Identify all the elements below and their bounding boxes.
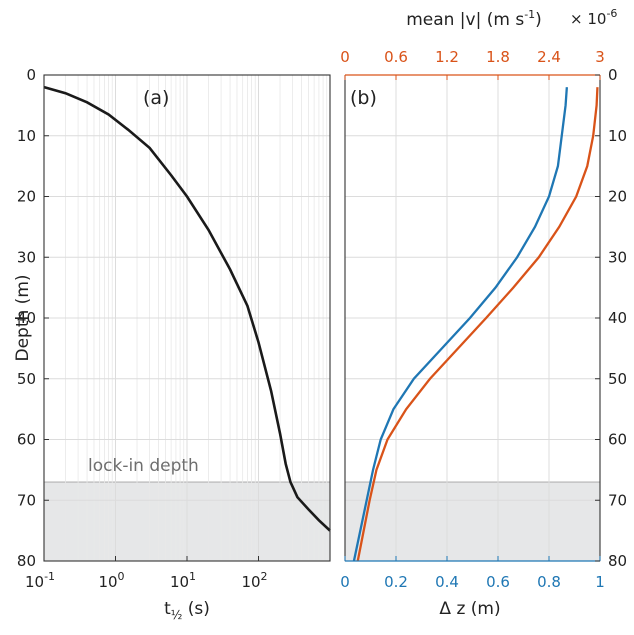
panel-b-top-tick-label: 2.4 <box>537 48 561 66</box>
panel-a-y-tick-label: 70 <box>17 491 36 509</box>
panel-b-y-tick-label: 60 <box>608 431 627 449</box>
panel-b-top-tick-label: 0.6 <box>384 48 408 66</box>
panel-b-x-tick-label: 0.6 <box>486 573 510 591</box>
panel-a-x-axis-label: t½ (s) <box>164 599 210 622</box>
panel-b-bottom-ticks: 0 0.2 0.4 0.6 0.8 1 <box>340 556 605 591</box>
panel-b-y-tick-label: 20 <box>608 188 627 206</box>
panel-a-y-tick-label: 40 <box>17 309 36 327</box>
panel-a-y-ticks: 0 10 20 30 40 50 60 70 80 <box>17 66 49 570</box>
panel-b-y-tick-label: 30 <box>608 248 627 266</box>
panel-b-top-tick-label: 0 <box>340 48 350 66</box>
panel-b-y-tick-label: 80 <box>608 552 627 570</box>
panel-b-x-tick-label: 0.8 <box>537 573 561 591</box>
panel-b-x-tick-label: 0 <box>340 573 350 591</box>
panel-a-series-line <box>43 85 331 532</box>
panel-b: 0 0.2 0.4 0.6 0.8 1 0 0.6 1.2 1.8 2.4 3 0 10 20 30 40 5… <box>340 7 627 619</box>
panel-b-top-tick-label: 3 <box>595 48 605 66</box>
panel-b-top-ticks: 0 0.6 1.2 1.8 2.4 3 <box>340 48 605 80</box>
panel-b-series-line-bottom <box>352 87 568 562</box>
panel-a: 10-1 100 101 102 0 10 20 30 40 50 60 70 80 (a) lock… <box>13 66 331 622</box>
panel-a-label: (a) <box>143 87 169 109</box>
panel-b-y-tick-label: 0 <box>608 66 618 84</box>
panel-b-right-ticks: 0 10 20 30 40 50 60 70 80 <box>595 66 627 570</box>
panel-b-y-tick-label: 10 <box>608 127 627 145</box>
panel-a-y-tick-label: 20 <box>17 188 36 206</box>
panel-a-y-tick-label: 10 <box>17 127 36 145</box>
panel-b-y-tick-label: 50 <box>608 370 627 388</box>
panel-b-label: (b) <box>350 87 377 109</box>
panel-a-y-tick-label: 50 <box>17 370 36 388</box>
panel-a-y-tick-label: 0 <box>26 66 36 84</box>
panel-a-grid <box>43 74 330 562</box>
panel-b-x-axis-label: Δ z (m) <box>439 599 500 619</box>
panel-a-y-tick-label: 60 <box>17 431 36 449</box>
panel-b-x-tick-label: 0.2 <box>384 573 408 591</box>
panel-b-series <box>352 87 599 562</box>
panel-b-x-tick-label: 0.4 <box>435 573 459 591</box>
panel-b-top-tick-label: 1.2 <box>435 48 459 66</box>
panel-a-x-tick-label: 10-1 <box>25 570 55 591</box>
panel-b-top-tick-label: 1.8 <box>486 48 510 66</box>
panel-b-lock-in-region <box>344 481 601 562</box>
panel-b-top-axis-multiplier: × 10-6 <box>570 7 617 28</box>
panel-a-x-tick-label: 102 <box>241 570 267 591</box>
panel-b-y-tick-label: 70 <box>608 491 627 509</box>
panel-a-y-tick-label: 80 <box>17 552 36 570</box>
panel-a-y-tick-label: 30 <box>17 248 36 266</box>
panel-a-x-tick-label: 100 <box>98 570 124 591</box>
lock-in-annotation: lock-in depth <box>88 456 199 476</box>
panel-b-top-axis-label: mean |v| (m s-1) <box>406 8 542 30</box>
panel-a-x-tick-label: 101 <box>170 570 196 591</box>
panel-b-x-tick-label: 1 <box>595 573 605 591</box>
panel-b-series-line-top <box>356 87 599 562</box>
panel-b-y-tick-label: 40 <box>608 309 627 327</box>
panel-a-y-axis-label: Depth (m) <box>13 274 33 361</box>
